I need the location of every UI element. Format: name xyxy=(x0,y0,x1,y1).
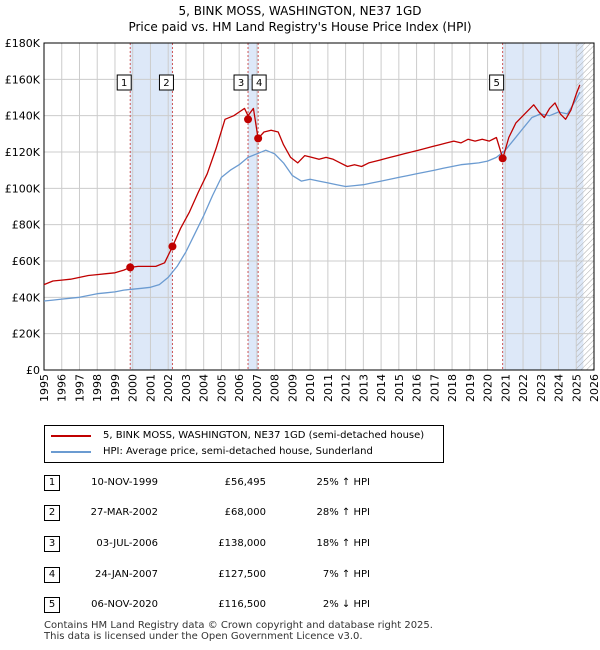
chart-legend: 5, BINK MOSS, WASHINGTON, NE37 1GD (semi… xyxy=(44,425,444,463)
x-tick-label: 2024 xyxy=(553,374,566,402)
sale-date: 24-JAN-2007 xyxy=(94,569,158,580)
sale-date: 10-NOV-1999 xyxy=(91,477,158,488)
sale-number-badge: 2 xyxy=(44,505,60,521)
x-tick-label: 1998 xyxy=(91,374,104,402)
y-tick-label: £60K xyxy=(12,255,41,268)
x-tick-label: 2023 xyxy=(535,374,548,402)
sale-hpi-delta: 28% ↑ HPI xyxy=(316,507,370,518)
x-tick-label: 2021 xyxy=(499,374,512,402)
legend-swatch-hpi xyxy=(51,451,91,453)
y-tick-label: £140K xyxy=(5,110,41,123)
sale-price: £127,500 xyxy=(218,569,266,580)
x-tick-label: 2022 xyxy=(517,374,530,402)
x-tick-label: 2015 xyxy=(393,374,406,402)
footer-licence: This data is licensed under the Open Gov… xyxy=(44,631,363,642)
sale-date: 27-MAR-2002 xyxy=(90,507,158,518)
x-tick-label: 2010 xyxy=(304,374,317,402)
x-tick-label: 2008 xyxy=(269,374,282,402)
hpi-line xyxy=(43,91,581,302)
sale-label-number: 5 xyxy=(493,78,499,89)
x-tick-label: 1995 xyxy=(38,374,51,402)
x-tick-label: 2014 xyxy=(375,374,388,402)
x-tick-label: 2019 xyxy=(464,374,477,402)
y-tick-label: £100K xyxy=(5,182,41,195)
y-tick-label: £20K xyxy=(12,328,41,341)
sale-number-badge: 1 xyxy=(44,475,60,491)
sale-price: £68,000 xyxy=(224,507,266,518)
sale-label-number: 3 xyxy=(238,78,244,89)
legend-label-hpi: HPI: Average price, semi-detached house,… xyxy=(103,446,373,457)
sale-point xyxy=(126,263,135,272)
y-tick-label: £160K xyxy=(5,73,41,86)
sale-date: 06-NOV-2020 xyxy=(91,599,158,610)
sale-row: 1 10-NOV-1999 £56,495 25% ↑ HPI xyxy=(0,475,600,491)
sale-point xyxy=(244,115,253,124)
sale-price: £116,500 xyxy=(218,599,266,610)
legend-label-price: 5, BINK MOSS, WASHINGTON, NE37 1GD (semi… xyxy=(103,430,425,441)
shaded-region xyxy=(130,43,173,370)
plot-frame xyxy=(43,42,595,371)
x-tick-label: 2009 xyxy=(286,374,299,402)
sale-label-number: 4 xyxy=(256,78,262,89)
price-chart: £0 £20K £40K £60K £80K £100K £120K £140K £160K £1… xyxy=(5,37,600,402)
sale-point xyxy=(254,134,263,143)
sale-price: £56,495 xyxy=(224,477,266,488)
x-tick-label: 2005 xyxy=(215,374,228,402)
price-paid-line xyxy=(43,84,581,286)
x-tick-label: 1996 xyxy=(56,374,69,402)
x-tick-label: 2011 xyxy=(322,374,335,402)
sale-label-box xyxy=(116,74,132,91)
sale-label-box xyxy=(489,74,505,91)
sale-row: 4 24-JAN-2007 £127,500 7% ↑ HPI xyxy=(0,567,600,583)
chart-title: 5, BINK MOSS, WASHINGTON, NE37 1GD xyxy=(178,4,422,18)
x-tick-label: 1999 xyxy=(109,374,122,402)
shaded-region xyxy=(248,43,259,370)
x-tick-label: 2006 xyxy=(233,374,246,402)
y-tick-label: £180K xyxy=(5,37,41,50)
x-tick-label: 2000 xyxy=(127,374,140,402)
sale-label-box xyxy=(233,74,249,91)
footer-copyright: Contains HM Land Registry data © Crown c… xyxy=(44,620,433,631)
sale-point xyxy=(168,242,177,251)
sale-hpi-delta: 2% ↓ HPI xyxy=(322,599,370,610)
sale-row: 2 27-MAR-2002 £68,000 28% ↑ HPI xyxy=(0,505,600,521)
shaded-region xyxy=(502,43,584,370)
y-tick-label: £120K xyxy=(5,146,41,159)
sale-label-number: 2 xyxy=(163,78,169,89)
sale-hpi-delta: 7% ↑ HPI xyxy=(322,569,370,580)
chart-subtitle: Price paid vs. HM Land Registry's House … xyxy=(128,20,472,34)
hatched-region xyxy=(576,43,594,370)
x-tick-label: 2004 xyxy=(198,374,211,402)
x-tick-label: 2025 xyxy=(570,374,583,402)
sale-label-number: 1 xyxy=(121,78,127,89)
y-tick-label: £80K xyxy=(12,219,41,232)
x-tick-label: 2013 xyxy=(357,374,370,402)
sale-hpi-delta: 25% ↑ HPI xyxy=(316,477,370,488)
sale-price: £138,000 xyxy=(218,538,266,549)
sale-row: 5 06-NOV-2020 £116,500 2% ↓ HPI xyxy=(0,597,600,613)
sale-row: 3 03-JUL-2006 £138,000 18% ↑ HPI xyxy=(0,536,600,552)
x-tick-label: 2007 xyxy=(251,374,264,402)
x-tick-label: 2001 xyxy=(144,374,157,402)
sale-point xyxy=(498,154,507,163)
y-tick-label: £0 xyxy=(26,364,40,377)
y-tick-label: £40K xyxy=(12,291,41,304)
sale-number-badge: 4 xyxy=(44,567,60,583)
x-tick-label: 2002 xyxy=(162,374,175,402)
legend-swatch-price xyxy=(51,435,91,437)
x-tick-label: 2018 xyxy=(446,374,459,402)
sale-number-badge: 5 xyxy=(44,597,60,613)
sale-hpi-delta: 18% ↑ HPI xyxy=(316,538,370,549)
x-tick-label: 2012 xyxy=(340,374,353,402)
sale-number-badge: 3 xyxy=(44,536,60,552)
x-tick-label: 2026 xyxy=(588,374,600,402)
x-tick-label: 2003 xyxy=(180,374,193,402)
x-tick-label: 1997 xyxy=(73,374,86,402)
x-tick-label: 2016 xyxy=(411,374,424,402)
sale-label-box xyxy=(158,74,174,91)
x-tick-label: 2020 xyxy=(482,374,495,402)
sale-label-box xyxy=(251,74,267,91)
sale-date: 03-JUL-2006 xyxy=(96,538,158,549)
x-tick-label: 2017 xyxy=(428,374,441,402)
